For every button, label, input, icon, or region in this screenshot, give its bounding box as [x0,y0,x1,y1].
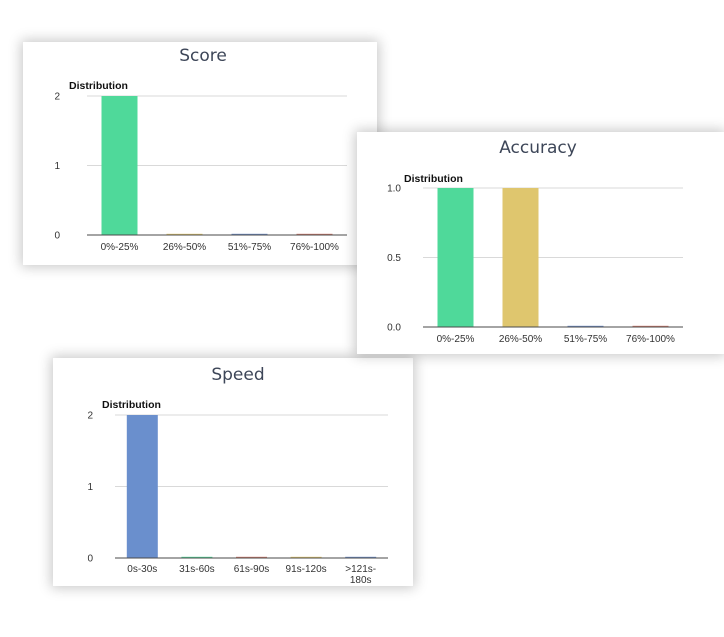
speed-y-tick-label: 0 [87,554,93,565]
accuracy-x-tick-label: 26%-50% [499,334,542,345]
score-y-tick-label: 1 [54,161,60,172]
accuracy-chart-card: Accuracy Distribution 0.0 0.5 1.0 0%-25% 26%-5… [357,132,724,354]
score-chart-subtitle: Distribution [69,80,128,92]
score-bar [231,233,268,235]
speed-x-tick-label: 0s-30s [127,564,157,575]
score-x-tick-label: 51%-75% [228,242,271,253]
speed-y-tick-label: 2 [87,411,93,422]
speed-chart-title: Speed [211,365,264,385]
accuracy-x-tick-label: 51%-75% [564,334,607,345]
accuracy-bar [567,325,604,327]
speed-x-tick-label-line: 180s [350,575,372,586]
speed-chart-subtitle: Distribution [102,399,161,411]
accuracy-bar [632,325,669,327]
score-bar [296,233,333,235]
score-chart-card: Score Distribution 0 1 2 0%-25% 26%-50% 51%-75%… [23,42,377,265]
accuracy-y-tick-label: 0.5 [387,253,401,264]
accuracy-chart-title: Accuracy [499,138,577,158]
speed-x-tick-label: 91s-120s [286,564,327,575]
score-chart-title: Score [179,46,227,66]
score-bar [166,233,203,235]
accuracy-chart-subtitle: Distribution [404,173,463,185]
speed-x-tick-label-line: >121s- [345,564,376,575]
accuracy-y-tick-label: 0.0 [387,323,401,334]
score-bar [101,96,138,235]
speed-x-tick-label: 61s-90s [234,564,270,575]
score-chart: Score Distribution 0 1 2 0%-25% 26%-50% 51%-75%… [54,46,347,253]
score-y-tick-label: 0 [54,231,60,242]
speed-bar [345,556,377,558]
accuracy-y-tick-label: 1.0 [387,184,401,195]
score-x-tick-label: 0%-25% [101,242,139,253]
speed-bar [236,556,267,558]
speed-y-tick-label: 1 [87,482,93,493]
accuracy-x-tick-label: 0%-25% [437,334,475,345]
speed-chart-card: Speed Distribution 0 1 2 0s-30s 31s-60s 61s-90s… [53,358,413,586]
score-y-tick-label: 2 [54,92,60,103]
speed-x-tick-label: >121s-180s [345,564,376,586]
speed-bar [290,556,322,558]
speed-x-tick-label: 31s-60s [179,564,215,575]
score-x-tick-label: 26%-50% [163,242,206,253]
accuracy-bar [437,188,474,327]
accuracy-x-tick-label: 76%-100% [626,334,675,345]
accuracy-chart: Accuracy Distribution 0.0 0.5 1.0 0%-25% 26%-5… [387,138,683,345]
speed-bar [181,556,213,558]
speed-chart: Speed Distribution 0 1 2 0s-30s 31s-60s 61s-90s… [87,365,388,586]
accuracy-bar [502,188,539,327]
score-x-tick-label: 76%-100% [290,242,339,253]
speed-bar [126,415,158,558]
